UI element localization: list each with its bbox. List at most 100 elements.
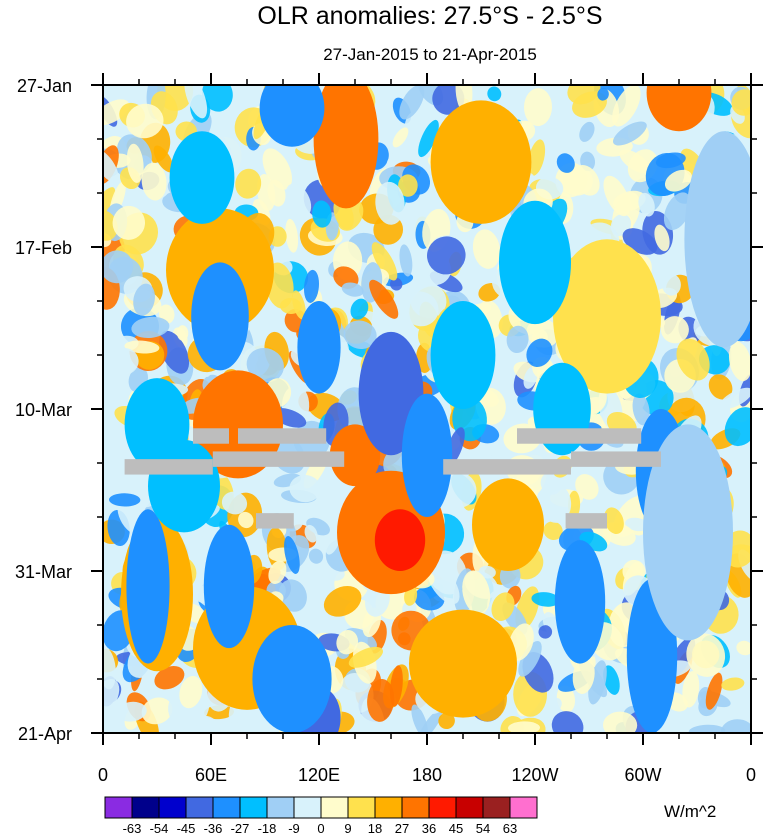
colorbar-swatch [428,796,457,819]
texture-cell [676,338,710,381]
texture-cell [682,671,700,708]
anomaly-feature [252,625,332,733]
colorbar-level-label: 18 [368,821,382,834]
texture-cell [103,149,119,183]
colorbar-swatch [158,796,187,819]
y-tick-label: 17-Feb [15,238,72,258]
colorbar-level-label: 0 [317,821,324,834]
texture-cell [398,276,428,297]
texture-cell [116,701,147,722]
texture-cell [575,474,599,500]
texture-cell [159,330,190,374]
colorbar-swatch [185,796,214,819]
texture-cell [721,677,745,691]
y-tick-label: 21-Apr [18,724,72,744]
texture-cell [399,244,413,277]
anomaly-feature [259,85,325,147]
texture-cell [572,164,600,196]
texture-cell [612,85,641,127]
x-tick-label: 120W [511,765,558,785]
texture-cell [392,127,409,148]
anomaly-feature [148,439,220,533]
texture-cell [719,387,751,410]
texture-cell [308,548,324,564]
texture-cell [438,712,455,730]
texture-cell [572,656,595,694]
texture-cell [285,218,299,253]
colorbar-level-label: 9 [344,821,351,834]
texture-cell [375,181,405,225]
x-axis: 0 60E 120E 180 120W 60W 0 [98,73,756,785]
colorbar-swatch [401,796,430,819]
anomaly-feature [329,424,381,487]
texture-cell [402,291,439,327]
texture-cell [371,242,398,281]
anomaly-feature [374,509,426,571]
texture-cell [325,531,340,555]
texture-cell [472,229,501,269]
texture-cell [339,672,374,714]
texture-cell [112,205,146,240]
texture-cell [238,511,254,529]
colorbar-level-label: 63 [503,821,517,834]
texture-cell [141,162,167,201]
texture-cell [538,625,553,639]
texture-cell [348,646,384,668]
texture-cell [176,325,189,341]
colorbar: -63 -54 -45 -36 -27 -18 -9 0 9 18 27 36 45 54 63 [104,796,538,834]
texture-cell [126,143,144,183]
missing-data-layer [124,428,661,529]
texture-cell [103,210,118,241]
anomaly-feature [684,131,751,348]
texture-cell [632,393,650,426]
colorbar-swatch [293,796,322,819]
texture-cell [390,277,403,291]
texture-cell [662,274,681,296]
texture-cell [103,99,130,126]
texture-cell [625,517,649,532]
texture-cell [124,340,160,354]
y-tick-label: 31-Mar [15,562,72,582]
texture-cell [708,374,733,400]
colorbar-level-label: 27 [395,821,409,834]
colorbar-swatch [509,796,538,819]
texture-cell [133,283,156,316]
texture-cell [664,169,693,192]
x-tick-label: 60E [195,765,227,785]
texture-cell [579,121,595,142]
missing-data-bar [238,428,327,444]
texture-cell [267,179,286,207]
texture-cell [418,119,439,158]
texture-cell [153,145,174,173]
texture-cell [367,678,395,722]
texture-cell [728,341,751,382]
anomaly-feature [297,301,341,394]
texture-cell [126,103,164,139]
colorbar-swatch [347,796,376,819]
colorbar-level-label: -36 [204,821,223,834]
texture-cell [427,236,466,275]
texture-cell [613,121,647,146]
y-tick-label: 10-Mar [15,400,72,420]
missing-data-bar [256,513,294,529]
colorbar-swatch [212,796,241,819]
texture-cell [543,521,563,540]
colorbar-swatch [482,796,511,819]
texture-cell [603,665,620,695]
texture-cell [350,298,369,320]
colorbar-swatch [320,796,349,819]
texture-cell [531,592,560,607]
chart-subtitle: 27-Jan-2015 to 21-Apr-2015 [323,45,537,64]
missing-data-bar [571,451,661,467]
texture-cell [404,111,424,146]
texture-cell [603,711,638,733]
anomaly-feature [409,609,517,718]
texture-cell [109,347,139,376]
colorbar-swatch [374,796,403,819]
texture-cell [399,85,425,120]
texture-cell [323,585,362,617]
texture-cell [568,490,581,519]
texture-cell [705,672,723,710]
texture-cell [141,697,173,725]
